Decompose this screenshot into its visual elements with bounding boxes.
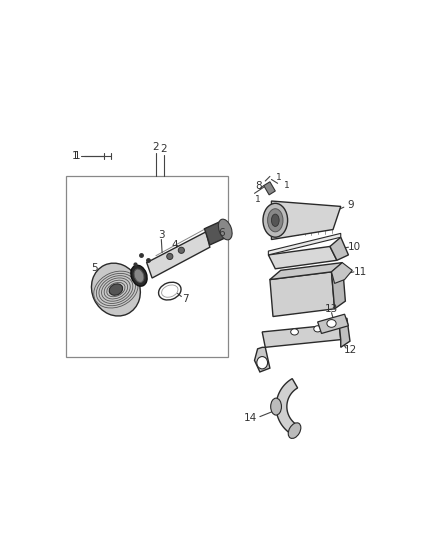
Text: 8: 8	[255, 181, 261, 191]
Polygon shape	[270, 272, 335, 317]
Ellipse shape	[167, 253, 173, 260]
Text: 1: 1	[74, 151, 81, 161]
Text: 1: 1	[276, 173, 282, 182]
Text: 10: 10	[348, 242, 361, 252]
Polygon shape	[268, 246, 337, 269]
Text: 1: 1	[255, 195, 261, 204]
Ellipse shape	[272, 214, 279, 227]
Polygon shape	[339, 318, 350, 348]
Text: 3: 3	[158, 230, 165, 240]
Polygon shape	[268, 233, 341, 255]
Text: 4: 4	[172, 240, 179, 250]
Text: 11: 11	[353, 267, 367, 277]
Ellipse shape	[288, 423, 301, 439]
Polygon shape	[262, 324, 341, 348]
Ellipse shape	[109, 284, 123, 295]
Ellipse shape	[131, 265, 147, 286]
Ellipse shape	[134, 269, 144, 282]
Bar	[66, 175, 228, 357]
Ellipse shape	[219, 219, 232, 240]
Polygon shape	[330, 237, 349, 260]
Ellipse shape	[92, 263, 140, 316]
Polygon shape	[332, 263, 346, 309]
Ellipse shape	[271, 398, 282, 415]
Text: 13: 13	[325, 304, 338, 314]
Text: 2: 2	[152, 142, 159, 152]
Polygon shape	[147, 232, 210, 278]
Polygon shape	[205, 221, 227, 245]
Polygon shape	[272, 201, 341, 239]
Ellipse shape	[291, 329, 298, 335]
Polygon shape	[270, 263, 342, 280]
Polygon shape	[264, 182, 276, 195]
Polygon shape	[276, 378, 298, 434]
Text: 12: 12	[343, 345, 357, 356]
Text: 6: 6	[218, 228, 225, 238]
Ellipse shape	[178, 247, 184, 253]
Ellipse shape	[314, 326, 321, 332]
Polygon shape	[318, 314, 349, 334]
Ellipse shape	[268, 209, 283, 232]
Text: 1: 1	[72, 151, 78, 161]
Text: 1: 1	[284, 181, 290, 190]
Ellipse shape	[263, 203, 288, 237]
Text: 7: 7	[182, 294, 188, 304]
Polygon shape	[254, 348, 270, 372]
Ellipse shape	[327, 320, 336, 327]
Text: 9: 9	[347, 200, 354, 210]
Text: 5: 5	[91, 263, 98, 273]
Ellipse shape	[257, 357, 268, 369]
Text: 14: 14	[244, 413, 257, 423]
Polygon shape	[332, 263, 352, 284]
Text: 2: 2	[160, 144, 167, 154]
